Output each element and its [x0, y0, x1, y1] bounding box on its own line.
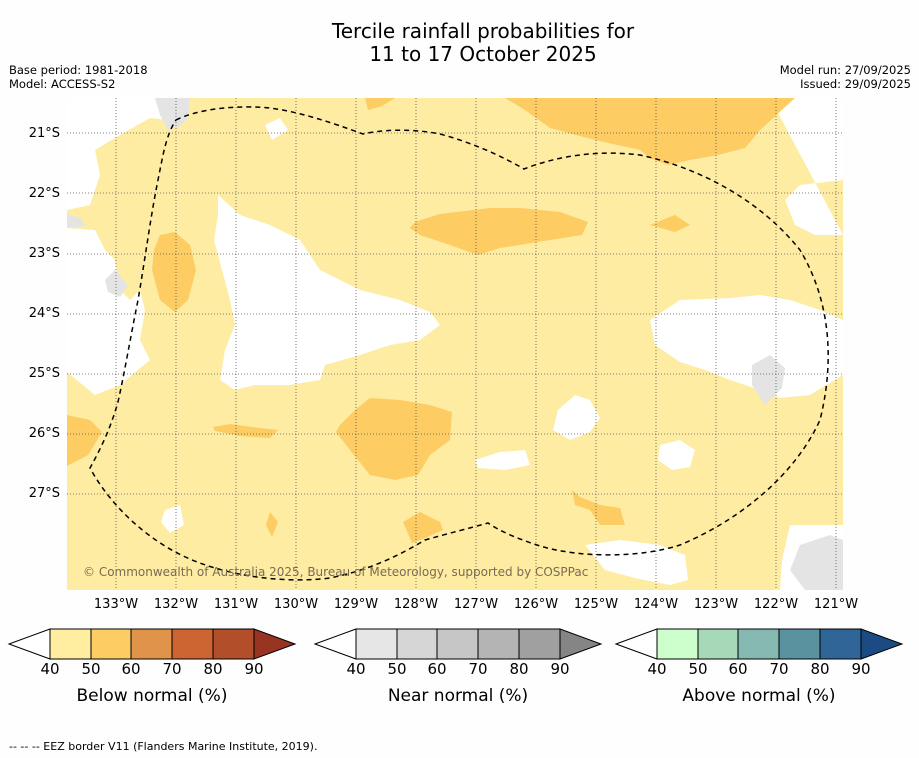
- colorbar-segment: [436, 628, 479, 660]
- colorbar-under-arrow: [7, 628, 51, 660]
- colorbar-tick: 80: [810, 660, 830, 678]
- colorbar-tick: 40: [346, 660, 366, 678]
- lat-label: 27°S: [28, 486, 60, 501]
- copyright-notice: © Commonwealth of Australia 2025, Bureau…: [83, 565, 589, 579]
- meta-right: Model run: 27/09/2025 Issued: 29/09/2025: [780, 63, 911, 91]
- model-name: Model: ACCESS-S2: [9, 77, 116, 91]
- colorbar-segment: [130, 628, 173, 660]
- colorbar-title-above: Above normal (%): [682, 686, 836, 706]
- eez-footnote: -- -- -- EEZ border V11 (Flanders Marine…: [9, 740, 318, 753]
- lon-label: 127°W: [453, 597, 499, 612]
- map-panel: [67, 98, 843, 590]
- colorbar-segment: [90, 628, 132, 660]
- colorbar-segment: [518, 628, 561, 660]
- lon-label: 125°W: [573, 597, 619, 612]
- map-title-line1: Tercile rainfall probabilities for: [331, 19, 635, 43]
- colorbar-title-below: Below normal (%): [76, 686, 228, 706]
- colorbar-segment: [819, 628, 862, 660]
- eez-border: [89, 106, 829, 581]
- lat-label: 25°S: [28, 366, 60, 381]
- colorbar-title-near: Near normal (%): [387, 686, 529, 706]
- colorbar-tick: 70: [468, 660, 488, 678]
- lon-label: 132°W: [153, 597, 199, 612]
- lat-label: 21°S: [28, 126, 60, 141]
- lon-label: 133°W: [93, 597, 139, 612]
- colorbar-segment: [212, 628, 255, 660]
- colorbar-over-arrow: [559, 628, 603, 660]
- colorbar-below: [7, 628, 297, 660]
- colorbar-segment: [656, 628, 699, 660]
- colorbar-tick: 50: [688, 660, 708, 678]
- colorbar-tick: 90: [550, 660, 570, 678]
- colorbar-segment: [778, 628, 821, 660]
- colorbar-near: [313, 628, 603, 660]
- map-title-line2: 11 to 17 October 2025: [369, 42, 597, 66]
- below-normal-50-60-areas: [67, 98, 795, 543]
- colorbar-tick: 60: [728, 660, 748, 678]
- lon-label: 126°W: [513, 597, 559, 612]
- colorbar-tick: 60: [121, 660, 141, 678]
- colorbar-above: [614, 628, 904, 660]
- colorbar-segment: [355, 628, 398, 660]
- lon-label: 129°W: [333, 597, 379, 612]
- colorbar-tick: 90: [244, 660, 264, 678]
- lon-label: 128°W: [393, 597, 439, 612]
- colorbar-tick: 60: [427, 660, 447, 678]
- model-run: Model run: 27/09/2025: [779, 63, 911, 77]
- issued-date: Issued: 29/09/2025: [800, 77, 911, 91]
- lon-label: 131°W: [213, 597, 259, 612]
- lon-label: 130°W: [273, 597, 319, 612]
- base-period: Base period: 1981-2018: [9, 63, 148, 77]
- colorbar-segment: [49, 628, 92, 660]
- colorbar-tick: 70: [162, 660, 182, 678]
- colorbar-tick: 40: [647, 660, 667, 678]
- lat-label: 22°S: [28, 186, 60, 201]
- colorbar-segment: [737, 628, 780, 660]
- lon-label: 121°W: [813, 597, 859, 612]
- colorbar-over-arrow: [860, 628, 904, 660]
- lon-label: 124°W: [633, 597, 679, 612]
- colorbar-tick: 90: [851, 660, 871, 678]
- near-normal-areas: [67, 98, 843, 590]
- meta-left: Base period: 1981-2018 Model: ACCESS-S2: [9, 63, 148, 91]
- colorbar-tick: 80: [203, 660, 223, 678]
- colorbar-tick: 70: [769, 660, 789, 678]
- colorbar-over-arrow: [253, 628, 297, 660]
- colorbar-under-arrow: [313, 628, 357, 660]
- colorbar-segment: [171, 628, 214, 660]
- colorbar-tick: 80: [509, 660, 529, 678]
- colorbar-segment: [396, 628, 438, 660]
- lat-label: 24°S: [28, 306, 60, 321]
- lat-label: 26°S: [28, 426, 60, 441]
- graticule: [67, 98, 843, 590]
- neutral-areas: [67, 98, 843, 590]
- lon-label: 123°W: [693, 597, 739, 612]
- colorbar-tick: 50: [81, 660, 101, 678]
- colorbar-segment: [697, 628, 739, 660]
- lon-label: 122°W: [753, 597, 799, 612]
- colorbar-tick: 40: [40, 660, 60, 678]
- colorbar-segment: [477, 628, 520, 660]
- lat-label: 23°S: [28, 246, 60, 261]
- colorbar-tick: 50: [387, 660, 407, 678]
- colorbar-under-arrow: [614, 628, 658, 660]
